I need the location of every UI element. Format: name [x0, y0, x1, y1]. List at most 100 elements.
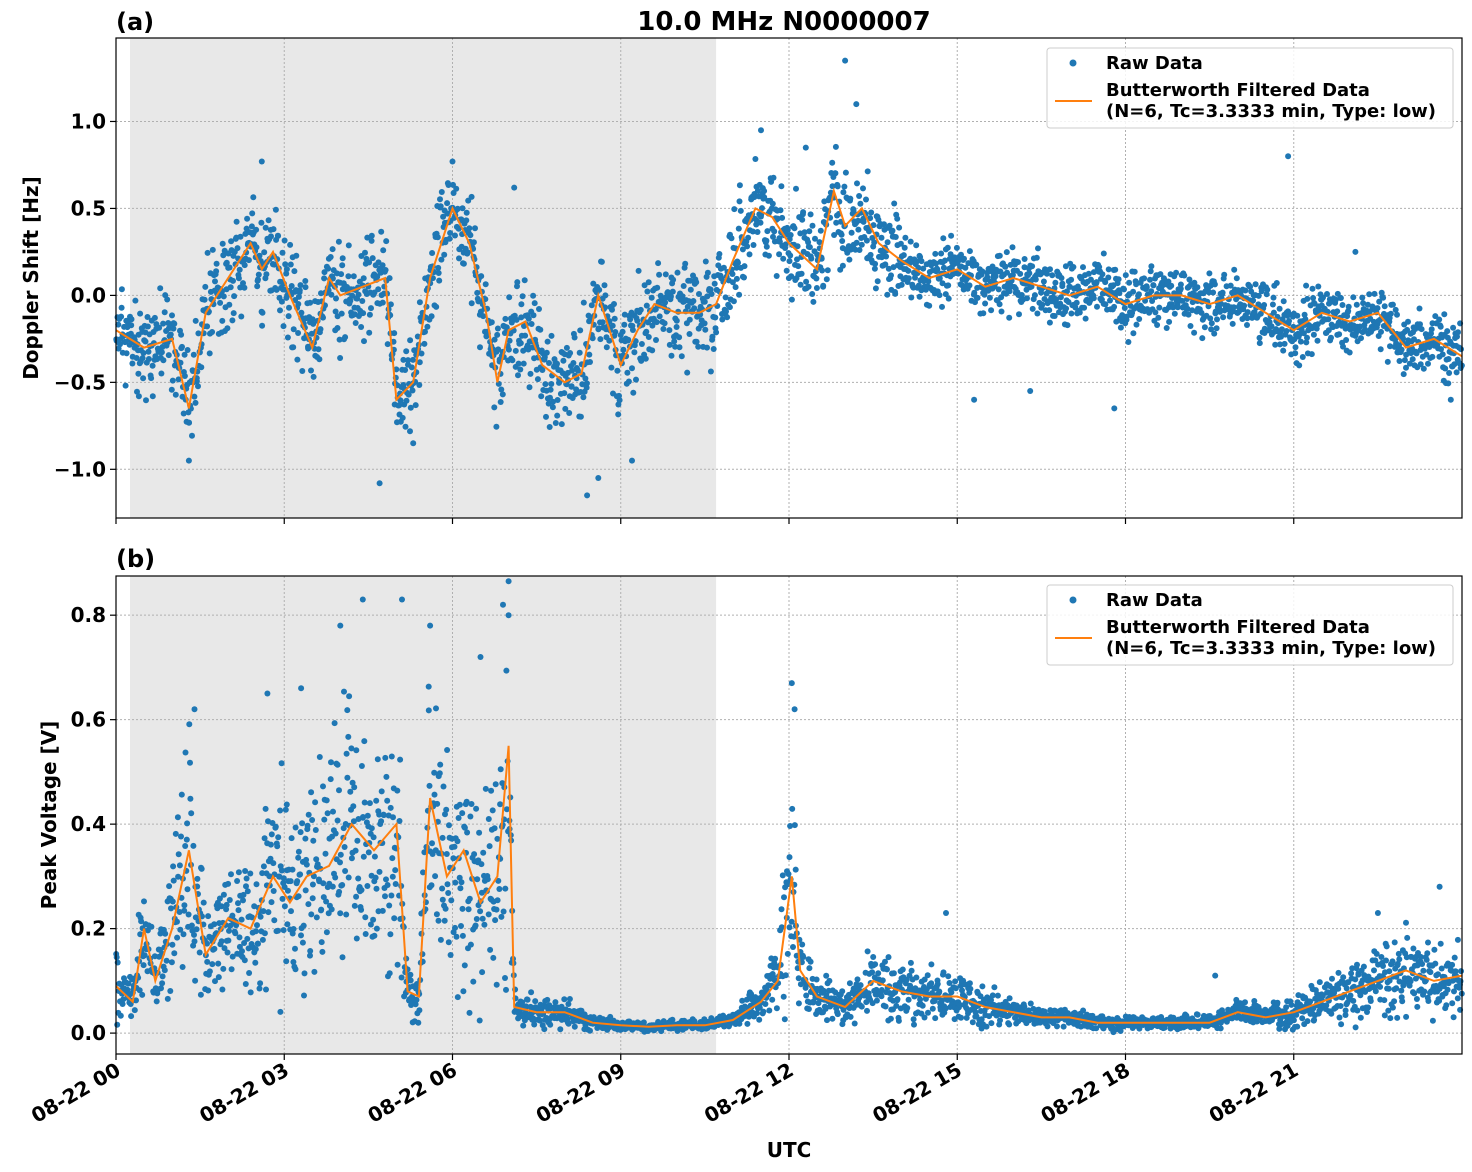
- raw-point: [1168, 282, 1175, 289]
- raw-point: [299, 368, 306, 374]
- raw-point: [1299, 354, 1306, 360]
- raw-point: [1107, 297, 1113, 304]
- raw-point: [263, 986, 269, 993]
- raw-point: [863, 196, 869, 203]
- raw-point: [870, 954, 877, 960]
- raw-point: [383, 876, 389, 883]
- raw-point: [589, 335, 596, 342]
- raw-point: [496, 886, 503, 892]
- raw-point: [695, 343, 702, 350]
- raw-point: [302, 284, 309, 291]
- raw-point: [531, 1021, 538, 1028]
- raw-point: [517, 340, 524, 347]
- raw-point: [162, 930, 169, 937]
- raw-point: [567, 350, 574, 356]
- raw-point: [936, 275, 943, 282]
- raw-point: [389, 873, 396, 880]
- raw-point: [345, 242, 352, 249]
- raw-point: [654, 284, 661, 291]
- raw-point: [257, 980, 264, 987]
- raw-point: [1003, 249, 1010, 256]
- raw-point: [1133, 321, 1140, 328]
- raw-point: [213, 268, 220, 275]
- raw-point: [649, 322, 656, 329]
- raw-point: [315, 346, 322, 353]
- raw-point: [467, 813, 474, 820]
- raw-point: [940, 264, 947, 271]
- raw-point: [341, 688, 347, 695]
- raw-point: [138, 918, 145, 925]
- raw-point: [788, 918, 795, 925]
- raw-point: [458, 216, 465, 223]
- raw-point: [875, 970, 882, 977]
- raw-point: [1148, 263, 1155, 270]
- raw-point: [1296, 362, 1303, 369]
- raw-point: [418, 350, 425, 357]
- raw-point: [143, 397, 149, 404]
- raw-point: [291, 268, 298, 275]
- raw-point: [283, 958, 290, 965]
- raw-point: [754, 187, 761, 194]
- raw-point: [1126, 279, 1133, 286]
- raw-point: [679, 293, 686, 300]
- raw-point: [225, 937, 232, 944]
- raw-point: [565, 1001, 572, 1007]
- raw-point: [476, 1017, 483, 1024]
- raw-point: [471, 851, 478, 858]
- raw-point: [648, 294, 655, 301]
- raw-point: [1299, 1015, 1306, 1022]
- raw-point: [598, 258, 605, 265]
- raw-point: [1105, 274, 1112, 281]
- raw-point: [1458, 346, 1464, 353]
- raw-point: [464, 829, 471, 836]
- raw-point: [329, 883, 336, 890]
- raw-point: [195, 330, 202, 337]
- raw-point: [301, 992, 307, 999]
- raw-point: [217, 299, 224, 306]
- raw-point: [1242, 999, 1248, 1006]
- raw-point: [1272, 341, 1279, 348]
- raw-point: [846, 980, 853, 987]
- raw-point: [1304, 334, 1310, 341]
- raw-point: [1080, 264, 1086, 271]
- raw-point: [252, 959, 259, 966]
- raw-point: [577, 413, 584, 420]
- raw-point: [437, 936, 444, 943]
- raw-point: [467, 232, 474, 239]
- raw-point: [944, 244, 951, 251]
- raw-point: [894, 215, 901, 222]
- raw-point: [308, 911, 315, 918]
- raw-point: [645, 279, 652, 286]
- raw-point: [335, 238, 342, 245]
- raw-point: [1325, 316, 1332, 323]
- raw-point: [139, 355, 146, 362]
- raw-point: [690, 298, 697, 304]
- raw-point: [283, 270, 290, 277]
- raw-point: [477, 344, 483, 351]
- raw-point: [1389, 301, 1396, 308]
- raw-point: [470, 239, 477, 246]
- raw-point: [739, 246, 746, 253]
- raw-point: [871, 239, 878, 246]
- raw-point: [1403, 364, 1409, 371]
- raw-point: [459, 905, 466, 912]
- raw-point: [295, 293, 302, 300]
- raw-point: [494, 897, 501, 904]
- raw-point: [530, 312, 537, 319]
- raw-point: [360, 275, 367, 282]
- raw-point: [711, 280, 718, 287]
- raw-point: [536, 306, 542, 312]
- raw-point: [526, 384, 533, 391]
- raw-point: [444, 210, 451, 217]
- raw-point: [505, 578, 512, 585]
- raw-point: [913, 974, 920, 981]
- raw-point: [684, 369, 691, 376]
- raw-point: [364, 234, 371, 241]
- raw-point: [503, 806, 510, 813]
- raw-point: [494, 835, 501, 842]
- raw-point: [165, 352, 172, 359]
- raw-point: [294, 356, 301, 363]
- raw-point: [224, 325, 231, 332]
- raw-point: [360, 814, 366, 820]
- raw-point: [575, 367, 581, 374]
